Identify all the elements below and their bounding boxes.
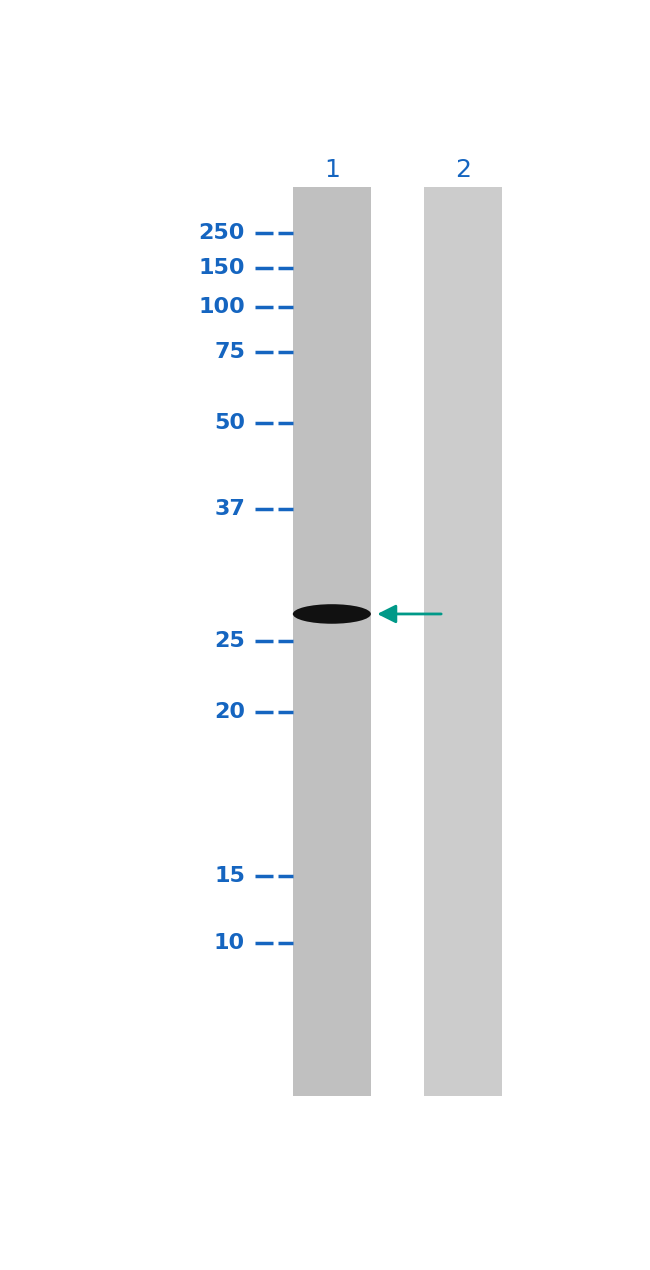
Bar — [424, 187, 502, 1096]
Text: 10: 10 — [214, 932, 245, 952]
Ellipse shape — [292, 605, 371, 624]
Text: 150: 150 — [198, 258, 245, 278]
Text: 20: 20 — [214, 702, 245, 721]
Text: 2: 2 — [455, 157, 471, 182]
Text: 25: 25 — [214, 631, 245, 652]
Text: 75: 75 — [214, 342, 245, 362]
Text: 1: 1 — [324, 157, 340, 182]
Text: 100: 100 — [198, 297, 245, 318]
Text: 250: 250 — [199, 222, 245, 243]
Text: 50: 50 — [214, 413, 245, 433]
Text: 15: 15 — [214, 866, 245, 886]
Text: 37: 37 — [214, 499, 245, 519]
Bar — [292, 187, 371, 1096]
